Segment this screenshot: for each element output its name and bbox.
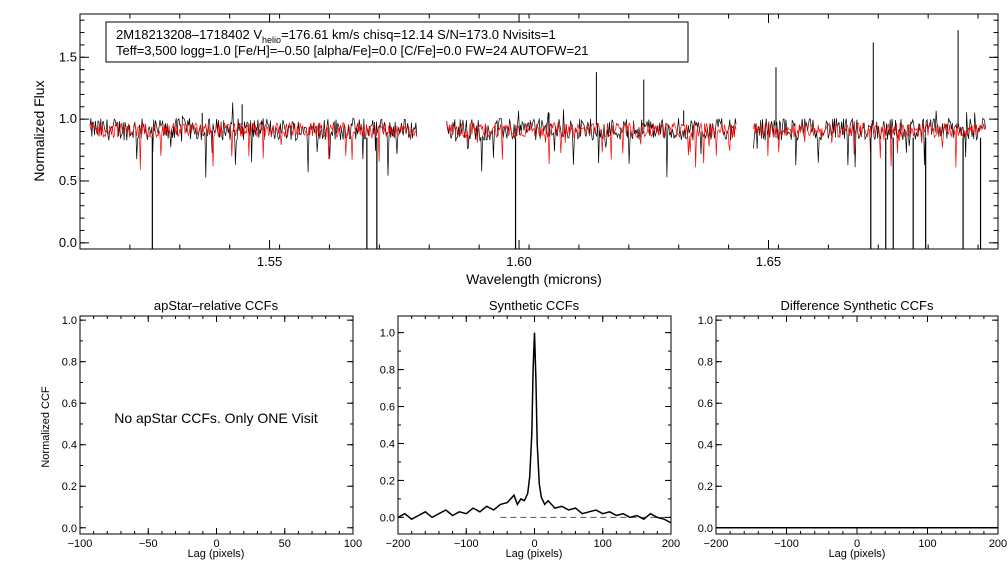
y-tick-label: 0.2 [380,475,395,487]
y-tick-label: 0.8 [62,357,77,369]
y-tick-label: 1.0 [59,111,77,126]
observed-spectrum-line [753,110,986,168]
y-tick-label: 0.6 [380,402,395,414]
y-tick-label: 0.8 [698,357,713,369]
vhelio-symbol: V [253,27,262,42]
apstar-ccf-xlabel: Lag (pixels) [188,548,245,560]
synthetic-ccf-title: Synthetic CCFs [489,298,580,313]
spectrum-plot-area [89,30,986,249]
y-tick-label: 0.0 [62,523,77,535]
y-tick-label: 1.0 [62,315,77,327]
apstar-ccf-note: No apStar CCFs. Only ONE Visit [114,410,318,426]
ccf-series-line [397,332,672,524]
vhelio-subscript: helio [262,35,281,45]
y-tick-label: 0.0 [380,512,395,524]
y-tick-label: 1.0 [380,328,395,340]
x-tick-label: 100 [344,538,362,550]
observed-spectrum-line [89,102,418,178]
apstar-ccf-axes: −100 −50 0 50 100 0.0 0.2 0.4 0.6 0.8 1.0 [62,315,362,550]
y-tick-label: 0.6 [62,398,77,410]
x-tick-label: 0 [213,538,219,550]
synthetic-ccf-axes: −200 −100 0 100 200 0.0 0.2 0.4 0.6 0.8 1.0 [380,316,680,550]
spectrum-xlabel: Wavelength (microns) [466,271,602,287]
y-tick-label: 0.8 [380,365,395,377]
x-tick-label: 100 [594,538,612,550]
y-tick-label: 0.0 [59,235,77,250]
info-line-1-rest: =176.61 km/s chisq=12.14 S/N=173.0 Nvisi… [281,27,556,42]
y-tick-label: 0.5 [59,173,77,188]
difference-ccf-frame [715,315,999,535]
synthetic-ccf-plot-area [397,332,672,524]
x-tick-label: −200 [704,538,729,550]
difference-ccf-xlabel: Lag (pixels) [829,548,886,560]
x-tick-label: −100 [454,538,479,550]
x-tick-label: −100 [68,538,93,550]
apstar-ccf-panel: −100 −50 0 50 100 0.0 0.2 0.4 0.6 0.8 1.0 apStar–r… [40,298,362,560]
synthetic-model-line [89,121,418,170]
y-tick-label: 0.4 [380,438,395,450]
x-tick-label: 1.60 [506,254,531,269]
y-tick-label: 0.2 [62,481,77,493]
y-tick-label: 0.6 [698,398,713,410]
synthetic-ccf-panel: −200 −100 0 100 200 0.0 0.2 0.4 0.6 0.8 1.0 Synthe… [380,298,680,560]
apstar-ccf-title: apStar–relative CCFs [154,298,279,313]
y-tick-label: 0.0 [698,523,713,535]
observed-spectrum-line [446,109,737,178]
star-id: 2M18213208–1718402 [116,27,250,42]
x-tick-label: −50 [139,538,158,550]
y-tick-label: 1.0 [698,315,713,327]
synthetic-model-line [753,122,986,168]
x-tick-label: 1.55 [257,254,282,269]
y-tick-label: 0.4 [62,440,77,452]
x-tick-label: 1.65 [756,254,781,269]
difference-ccf-panel: −200 −100 0 100 200 0.0 0.2 0.4 0.6 0.8 1.0 Differ… [698,298,1007,560]
spectrum-panel: 1.55 1.60 1.65 0.0 0.5 1.0 1.5 2M18213208–1718… [31,13,999,287]
x-tick-label: 100 [918,538,936,550]
x-tick-label: −100 [774,538,799,550]
x-tick-label: 50 [279,538,291,550]
x-tick-label: 0 [854,538,860,550]
x-tick-label: 200 [989,538,1007,550]
x-tick-label: 0 [531,538,537,550]
y-tick-label: 1.5 [59,49,77,64]
y-tick-label: 0.4 [698,440,713,452]
difference-ccf-axes: −200 −100 0 100 200 0.0 0.2 0.4 0.6 0.8 1.0 [698,315,1007,550]
x-tick-label: 200 [662,538,680,550]
info-box [105,21,689,63]
synthetic-model-line [446,121,737,168]
apstar-ccf-ylabel: Normalized CCF [40,386,52,468]
spectrum-axes: 1.55 1.60 1.65 0.0 0.5 1.0 1.5 [59,14,998,269]
spectrum-ylabel: Normalized Flux [31,80,47,181]
difference-ccf-title: Difference Synthetic CCFs [781,298,934,313]
synthetic-ccf-xlabel: Lag (pixels) [506,548,563,560]
info-line-1: 2M18213208–1718402 Vhelio=176.61 km/s ch… [116,27,556,45]
info-line-2: Teff=3,500 logg=1.0 [Fe/H]=–0.50 [alpha/… [116,43,589,58]
y-tick-label: 0.2 [698,481,713,493]
x-tick-label: −200 [386,538,411,550]
